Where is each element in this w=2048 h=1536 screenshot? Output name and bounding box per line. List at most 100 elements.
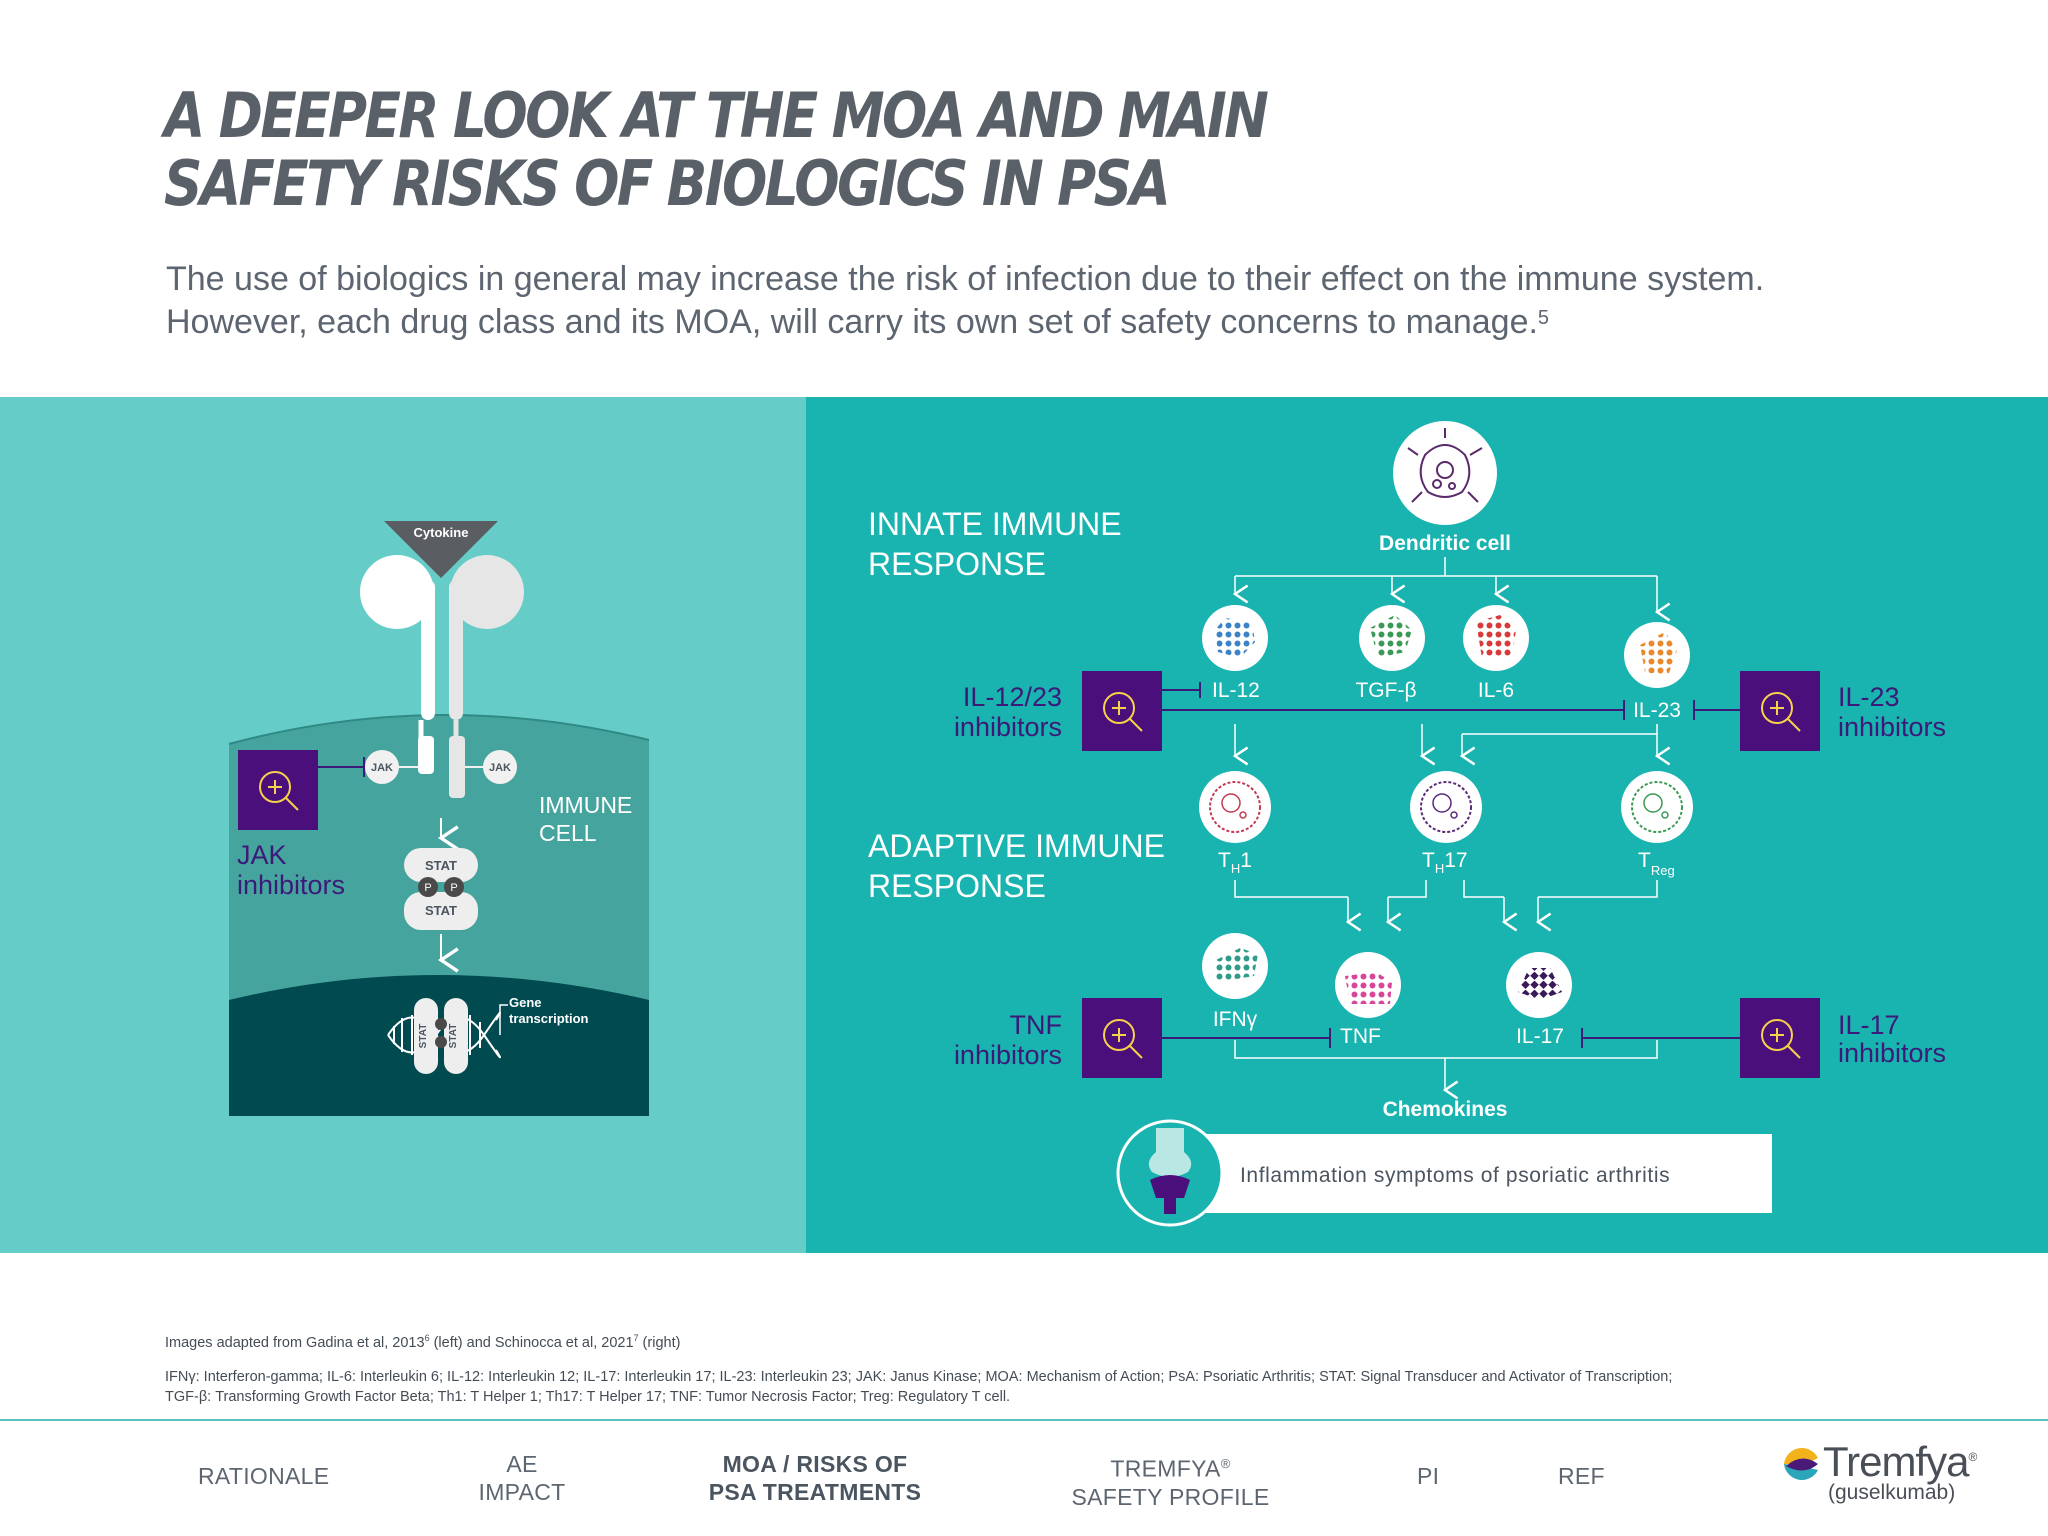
footnote-ref-2: 7 [633,1333,639,1343]
il17-inhibitors-label-2: inhibitors [1838,1038,1946,1068]
tremfya-logo-mark [1784,1448,1818,1480]
footnote-text-c: (right) [638,1334,681,1351]
th1-cell [1199,771,1271,843]
brand-name: Tremfya® [1823,1438,1977,1486]
abbreviations-footnote: IFNγ: Interferon-gamma; IL-6: Interleuki… [165,1367,2025,1407]
abbreviations-line-1: IFNγ: Interferon-gamma; IL-6: Interleuki… [165,1369,1673,1385]
nav-ref-label: REF [1558,1463,1605,1489]
page-title-line-1: A DEEPER LOOK AT THE MOA AND MAIN [164,79,1269,152]
th1-label: TH1 [1218,849,1252,876]
phosphate-right: P [450,882,457,894]
innate-response-label-2: RESPONSE [868,546,1046,582]
zoom-in-icon [1103,1019,1143,1059]
il17-cytokine [1506,952,1572,1018]
image-source-footnote: Images adapted from Gadina et al, 20136 … [165,1333,680,1351]
intro-text: The use of biologics in general may incr… [166,260,1765,341]
tnf-label: TNF [1340,1025,1381,1048]
il23-inhibitors-label-2: inhibitors [1838,712,1946,742]
treg-label: TReg [1638,849,1675,878]
gene-label-1: Gene [509,995,542,1010]
stat-bottom-label: STAT [425,903,457,918]
stat-dna-right: STAT [448,1024,459,1049]
cytokine-label: Cytokine [414,525,469,540]
il17-label: IL-17 [1516,1025,1564,1048]
footnote-ref-1: 6 [424,1333,430,1343]
nav-item-ref[interactable]: REF [1558,1462,1605,1490]
nav-moa-label-2: PSA TREATMENTS [708,1479,922,1505]
nav-ae-label-1: AE [506,1451,538,1477]
il17-inhibitors-label-1: IL-17 [1838,1010,1900,1040]
cytokine-receptor [360,555,524,798]
tgfb-label: TGF-β [1355,679,1416,702]
zoom-in-icon [1103,692,1143,732]
adaptive-response-label-1: ADAPTIVE IMMUNE [868,828,1165,864]
jak-right-label: JAK [489,762,511,774]
ifng-label: IFNγ [1213,1008,1258,1031]
cytokine: Cytokine [384,521,498,578]
nav-item-ae-impact[interactable]: AE IMPACT [472,1450,572,1506]
inflammation-box: Inflammation symptoms of psoriatic arthr… [1190,1134,1772,1213]
nav-ae-label-2: IMPACT [478,1479,566,1505]
tnf-inhibitors-label-1: TNF [1010,1010,1062,1040]
dendritic-cell-label: Dendritic cell [1379,532,1511,555]
jak-left-label: JAK [371,762,393,774]
nav-divider [0,1419,2048,1421]
innate-response-label-1: INNATE IMMUNE [868,506,1122,542]
brand-reg: ® [1968,1450,1977,1464]
il23-zoom-button[interactable] [1740,671,1820,751]
il23-inhibitors-label-1: IL-23 [1838,682,1900,712]
il6-label: IL-6 [1478,679,1514,702]
gene-label-2: transcription [509,1011,589,1026]
th17-cell [1410,771,1482,843]
tnf-cytokine [1335,952,1401,1018]
stat-dna-left: STAT [418,1024,429,1049]
footnote-text-b: (left) and Schinocca et al, 2021 [429,1334,634,1351]
stat-on-dna: STAT STAT [414,998,468,1074]
tgfb-cytokine [1359,605,1425,671]
il12-cytokine [1202,605,1268,671]
inflammation-label: Inflammation symptoms of psoriatic arthr… [1240,1164,1670,1187]
jak-left: JAK [365,750,399,784]
zoom-in-icon [1761,692,1801,732]
adaptive-response-label-2: RESPONSE [868,868,1046,904]
jak-inhibitors-label-2: inhibitors [237,870,345,900]
nav-pi-label: PI [1417,1463,1440,1489]
jak-right: JAK [483,750,517,784]
joint-icon [1116,1119,1224,1227]
jak-zoom-button[interactable] [238,750,318,830]
treg-cell [1621,771,1693,843]
nav-item-pi[interactable]: PI [1417,1462,1439,1490]
footnote-text-a: Images adapted from Gadina et al, 2013 [165,1334,425,1351]
il1223-zoom-button[interactable] [1082,671,1162,751]
nav-tremfya-reg: ® [1220,1456,1231,1471]
brand-generic-name: (guselkumab) [1828,1481,1956,1504]
immune-cell-label-1: IMMUNE [539,792,632,818]
tnf-zoom-button[interactable] [1082,998,1162,1078]
dendritic-cell [1393,421,1497,525]
il17-zoom-button[interactable] [1740,998,1820,1078]
stat-top-label: STAT [425,858,457,873]
immune-cell-label-2: CELL [539,820,597,846]
il12-label: IL-12 [1212,679,1260,702]
nav-rationale-label: RATIONALE [198,1463,330,1489]
page-title: A DEEPER LOOK AT THE MOA AND MAIN SAFETY… [164,82,1282,218]
intro-paragraph: The use of biologics in general may incr… [166,258,1886,344]
chemokines-label: Chemokines [1383,1098,1508,1121]
jak-inhibitors-label-1: JAK [237,840,287,870]
il6-cytokine [1463,605,1529,671]
phosphate-left: P [424,882,431,894]
nav-tremfya-label: TREMFYA [1110,1455,1221,1482]
tnf-inhibitors-label-2: inhibitors [954,1040,1062,1070]
il23-label: IL-23 [1633,699,1681,722]
nav-item-rationale[interactable]: RATIONALE [198,1462,329,1490]
dendritic-cell-icon [1407,428,1483,503]
nav-item-safety-profile[interactable]: TREMFYA® SAFETY PROFILE [1068,1450,1273,1511]
stat-dimer: STAT STAT P P [404,848,478,930]
intro-reference: 5 [1537,307,1550,329]
il1223-inhibitors-label-2: inhibitors [954,712,1062,742]
nav-moa-label-1: MOA / RISKS OF [722,1451,908,1477]
moa-diagram: Cytokine JAK JAK JAK inhibitors IMMUNE C… [228,421,1946,1227]
brand-name-text: Tremfya [1823,1438,1969,1485]
nav-item-moa-risks[interactable]: MOA / RISKS OF PSA TREATMENTS [700,1450,930,1506]
th17-label: TH17 [1422,849,1468,876]
